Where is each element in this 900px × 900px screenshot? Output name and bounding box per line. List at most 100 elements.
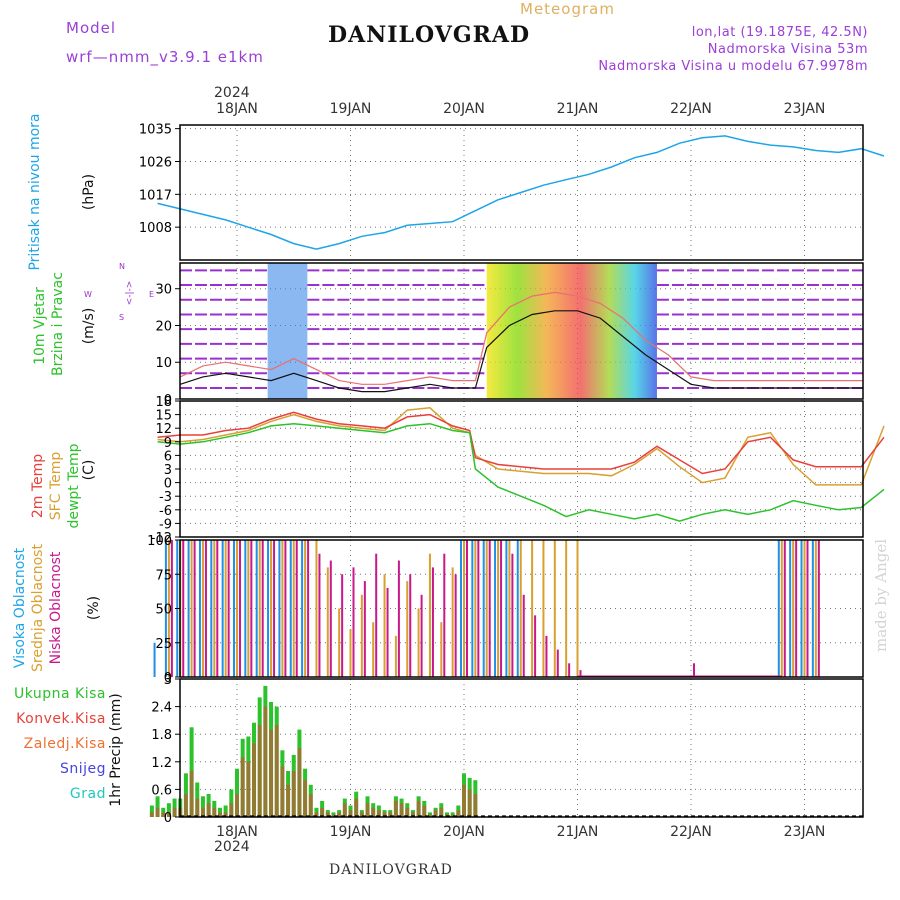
cloud-bar [224,540,227,677]
cloud-bar [792,540,795,677]
cloud-bar [190,540,193,677]
precip-bar [286,784,291,817]
cloud-bar [440,622,443,677]
top-year-label: 2024 [214,85,250,101]
cloud-bar [545,635,548,677]
dewpoint-line [157,422,885,522]
cloud-bar [216,540,219,677]
cloud-bar [516,540,519,677]
cloud-bar [289,540,292,677]
wind-storm-band [486,263,657,399]
cloud-bar [295,540,298,677]
precip-bar [303,780,308,817]
bottom-day-label: 21JAN [557,824,599,840]
precip-label-snow: Snijeg [59,761,106,777]
precip-bar [354,798,359,817]
precip-bar [376,810,381,817]
y-tick-label: -12 [151,531,172,546]
cloud-bar [576,540,579,677]
cloud-bar [187,540,190,677]
y-tick-label: 1.8 [151,728,172,743]
cloud-bar [278,540,281,677]
cloud-bar [394,635,397,677]
y-tick-label: 30 [155,283,172,298]
page-title: DANILOVGRAD [328,22,531,48]
bottom-day-label: 20JAN [443,824,485,840]
panel-frame [179,678,864,818]
cloud-bar [304,540,307,677]
y-tick-label: 75 [155,568,172,583]
cloud-bar [247,540,250,677]
cloud-bar [281,540,284,677]
precip-bar [257,725,262,817]
precip-bar [325,812,330,817]
cloud-bar [542,540,545,677]
cloud-bar [553,540,556,677]
cloud-bar [466,540,468,677]
precip-bar [308,794,313,817]
cloud-bar [210,540,213,677]
model-name: wrf—nmm_v3.9.1 e1km [66,48,264,66]
y-tick-label: -3 [159,490,172,505]
precip-bar [200,796,205,817]
compass-north: N [119,262,125,271]
cloud-bar [806,540,809,677]
cloud-bar [463,540,465,677]
cloud-bar [568,663,571,677]
cloud-bar [474,540,477,677]
y-tick-label: 1.2 [151,756,172,771]
chart-subtitle: Meteogram [520,0,615,18]
y-tick-label: 9 [164,436,172,451]
top-day-label: 20JAN [443,101,485,117]
cloud-bar [329,560,332,677]
precip-bar [223,805,228,817]
y-tick-label: 0 [164,671,172,686]
precip-bar [269,729,274,817]
top-day-label: 23JAN [784,101,826,117]
cloud-bar [795,540,798,677]
precip-label-total: Ukupna Kisa [13,686,106,702]
precip-bar [388,812,393,817]
precip-bar [342,803,347,817]
cloud-bar [451,567,454,677]
y-tick-label: 3 [164,673,172,688]
cloud-bar [153,642,156,677]
cloud-bar [780,540,783,677]
cloud-bar [511,553,514,677]
precip-bar [462,784,466,817]
cloud-bar [783,540,786,677]
cloud-bar [777,540,780,677]
wind-shift-band [267,263,308,399]
precip-bar [410,812,415,817]
cloud-bar [488,540,491,677]
precip-bar [183,794,188,817]
precip-bar [467,789,472,817]
sfc-temp-line [157,407,885,486]
watermark: made by Angel [872,538,890,652]
cloud-bar [170,540,173,677]
bottom-day-label: 22JAN [670,824,712,840]
compass-west: W [84,290,92,299]
precip-bar [371,807,376,817]
cloud-bar [363,581,366,677]
precip-bar [155,796,160,817]
precip-bar [439,807,444,817]
y-tick-label: 0 [164,477,172,492]
precip-bar [246,761,251,817]
cloud-bar [301,540,304,677]
cloud-bar [273,540,276,677]
cloud-bar [383,574,386,677]
y-tick-label: 2.4 [151,701,172,716]
model-label: Model [66,19,117,37]
top-day-label: 21JAN [557,101,599,117]
coords-text: lon,lat (19.1875E, 42.5N) [691,25,868,40]
y-tick-label: 15 [155,409,172,424]
cloud-bar [803,540,806,677]
cloud-bar [193,540,196,677]
precip-bar [212,807,217,817]
cloud-bar [814,540,817,677]
top-day-label: 22JAN [670,101,712,117]
cloud-bar [454,574,457,677]
cloud-bar [485,540,488,677]
